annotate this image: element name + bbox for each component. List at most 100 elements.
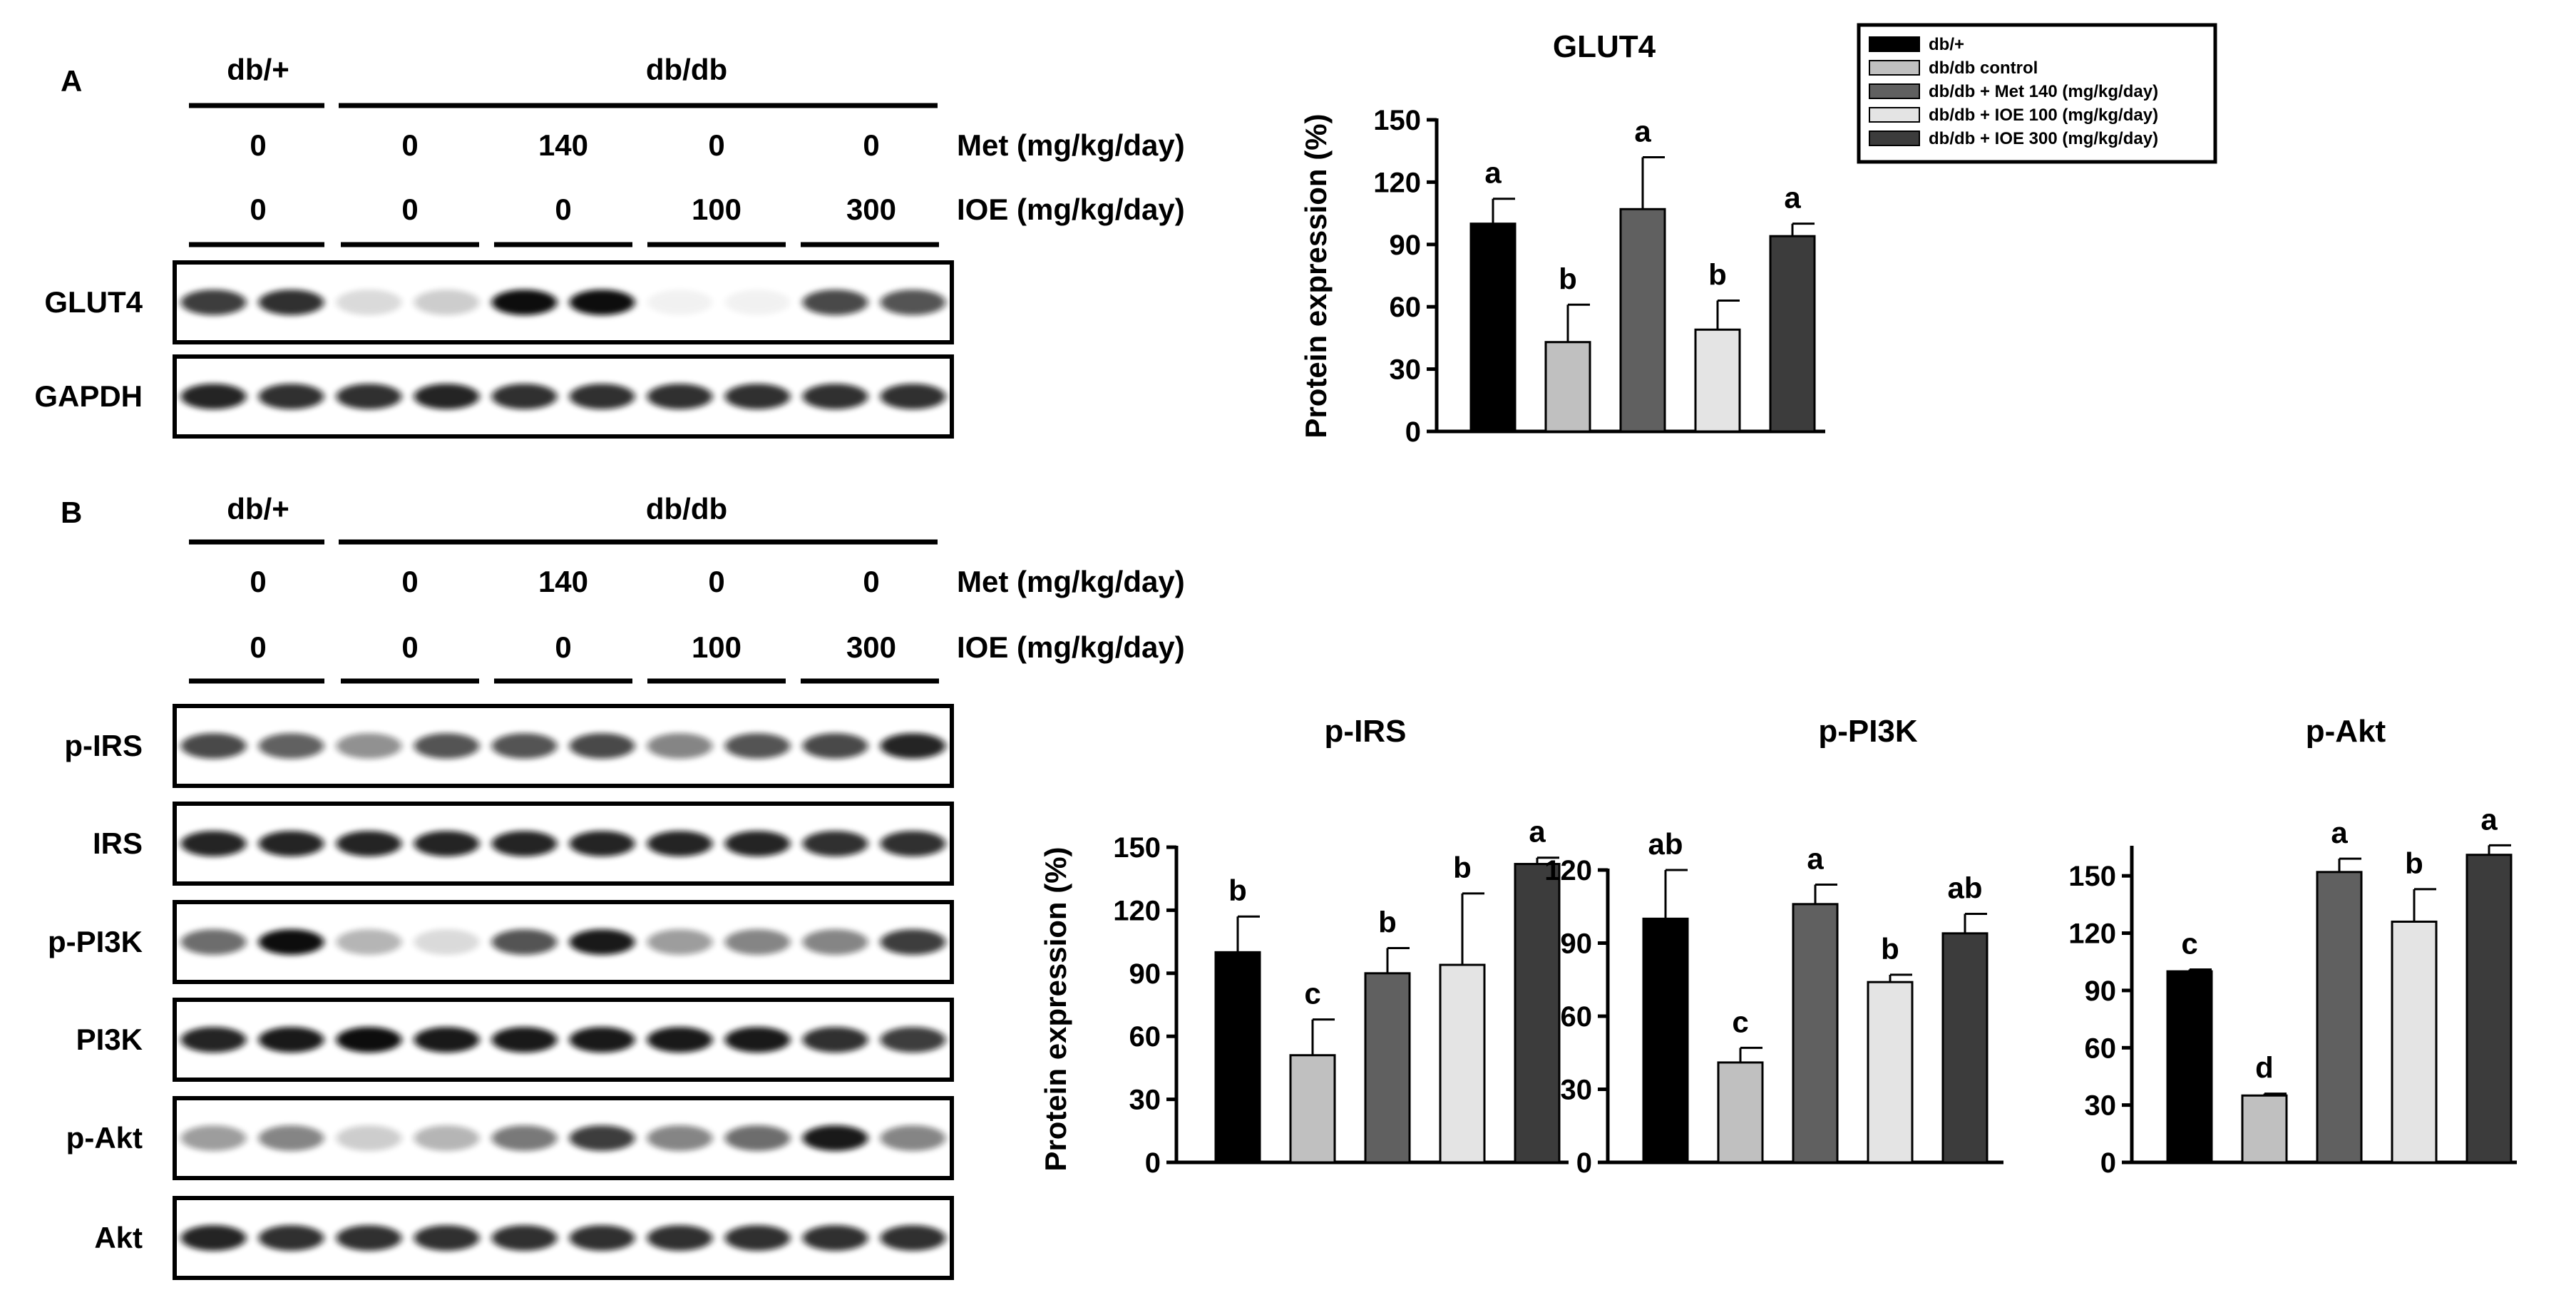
blot-label: p-IRS (64, 729, 143, 762)
bar (2241, 1094, 2288, 1164)
ioe-dose-value: 0 (401, 630, 418, 664)
group-label-diab: db/db (646, 53, 727, 86)
blot-band (336, 1027, 402, 1053)
legend-label: db/db control (1929, 58, 2038, 78)
blot-band (724, 1225, 791, 1251)
blot-strips-b: p-IRS IRS p-PI3K PI3K p-Akt Akt (48, 704, 954, 1280)
blot-band (491, 929, 558, 955)
ioe-dose-value: 0 (555, 630, 571, 664)
blot-strips-a: GLUT4 GAPDH (34, 260, 954, 439)
chart-p-irs: p-IRS Protein expression (%) 0 30 60 90 120 150… (1039, 714, 1569, 1179)
met-dose-value: 0 (401, 565, 418, 598)
panel-b-header: B db/+ db/db Met (mg/kg/day) IOE (mg/kg/… (61, 492, 1185, 684)
blot-band (569, 1027, 635, 1053)
bar (1514, 863, 1561, 1164)
blot-band (258, 733, 324, 759)
group-label-diab: db/db (646, 492, 727, 526)
bar (1642, 917, 1689, 1164)
blot-band (802, 733, 868, 759)
met-dose-value: 0 (250, 128, 266, 162)
blot-band (569, 929, 635, 955)
blot-band (258, 1027, 324, 1053)
blot-band (336, 290, 402, 315)
blot-band (880, 1027, 946, 1053)
blot-glut4-strip: GLUT4 (44, 260, 954, 344)
blot-p-akt-strip: p-Akt (66, 1096, 954, 1180)
blot-band (180, 1125, 247, 1151)
blot-label: PI3K (76, 1023, 143, 1056)
chart-title: p-PI3K (1818, 714, 1918, 749)
chart-title: p-IRS (1325, 714, 1407, 749)
y-tick-label: 60 (1129, 1021, 1161, 1053)
blot-band (880, 290, 946, 315)
ioe-dose-value: 300 (846, 193, 896, 226)
met-dose-value: 0 (863, 128, 879, 162)
bar (1792, 903, 1839, 1164)
blot-band (180, 290, 247, 315)
blot-band (336, 831, 402, 856)
ioe-dose-label: IOE (mg/kg/day) (957, 193, 1185, 226)
blot-band (336, 384, 402, 409)
bar (2316, 871, 2363, 1164)
blot-band (724, 1027, 791, 1053)
y-tick-label: 150 (1373, 105, 1421, 136)
ioe-dose-value: 0 (555, 193, 571, 226)
bar (1439, 963, 1486, 1164)
blot-band (336, 1225, 402, 1251)
bar (1941, 932, 1989, 1164)
y-tick-label: 120 (1373, 167, 1421, 198)
y-tick-label: 150 (1113, 832, 1161, 864)
significance-label: c (2181, 926, 2197, 960)
blot-band (180, 929, 247, 955)
blot-band (802, 290, 868, 315)
blot-band (647, 831, 713, 856)
blot-band (647, 1027, 713, 1053)
significance-label: c (1304, 977, 1320, 1010)
ioe-dose-value: 0 (401, 193, 418, 226)
blot-p-pi3k-strip: p-PI3K (48, 900, 954, 984)
y-tick-label: 90 (1390, 230, 1422, 261)
legend-label: db/db + IOE 100 (mg/kg/day) (1929, 106, 2158, 125)
y-tick-label: 120 (1113, 895, 1161, 926)
blot-band (647, 384, 713, 409)
bar (1619, 208, 1666, 433)
blot-band (724, 733, 791, 759)
bar (2465, 854, 2513, 1164)
blot-band (569, 384, 635, 409)
blot-band (647, 929, 713, 955)
met-dose-value: 140 (538, 565, 588, 598)
blot-band (647, 290, 713, 315)
bar (1214, 951, 1261, 1164)
blot-band (258, 1125, 324, 1151)
blot-band (491, 384, 558, 409)
blot-band (491, 290, 558, 315)
legend-item: db/db + IOE 300 (mg/kg/day) (1869, 129, 2158, 148)
blot-band (258, 384, 324, 409)
met-dose-value: 0 (708, 565, 724, 598)
chart-p-akt: p-Akt 0 30 60 90 120 150 c d a b a (2068, 714, 2517, 1179)
blot-band (258, 831, 324, 856)
blot-band (180, 384, 247, 409)
bar (1694, 328, 1741, 433)
blot-band (724, 1125, 791, 1151)
blot-band (491, 1027, 558, 1053)
ioe-dose-value: 300 (846, 630, 896, 664)
significance-label: a (2331, 816, 2348, 849)
legend-swatch (1869, 36, 1920, 52)
ioe-dose-label: IOE (mg/kg/day) (957, 630, 1185, 664)
met-dose-value: 140 (538, 128, 588, 162)
blot-band (802, 929, 868, 955)
y-tick-label: 120 (2068, 918, 2116, 950)
blot-band (414, 1225, 480, 1251)
chart-title: p-Akt (2306, 714, 2386, 749)
blot-pi3k-strip: PI3K (76, 998, 954, 1082)
blot-label: p-Akt (66, 1121, 143, 1155)
blot-band (258, 929, 324, 955)
legend-swatch (1869, 130, 1920, 146)
blot-band (414, 929, 480, 955)
chart-glut4: GLUT4 Protein expression (%) 0 30 60 90 120 150… (1299, 29, 1825, 448)
significance-label: b (1453, 851, 1472, 884)
significance-label: a (1807, 842, 1824, 876)
blot-band (569, 831, 635, 856)
blot-band (336, 733, 402, 759)
